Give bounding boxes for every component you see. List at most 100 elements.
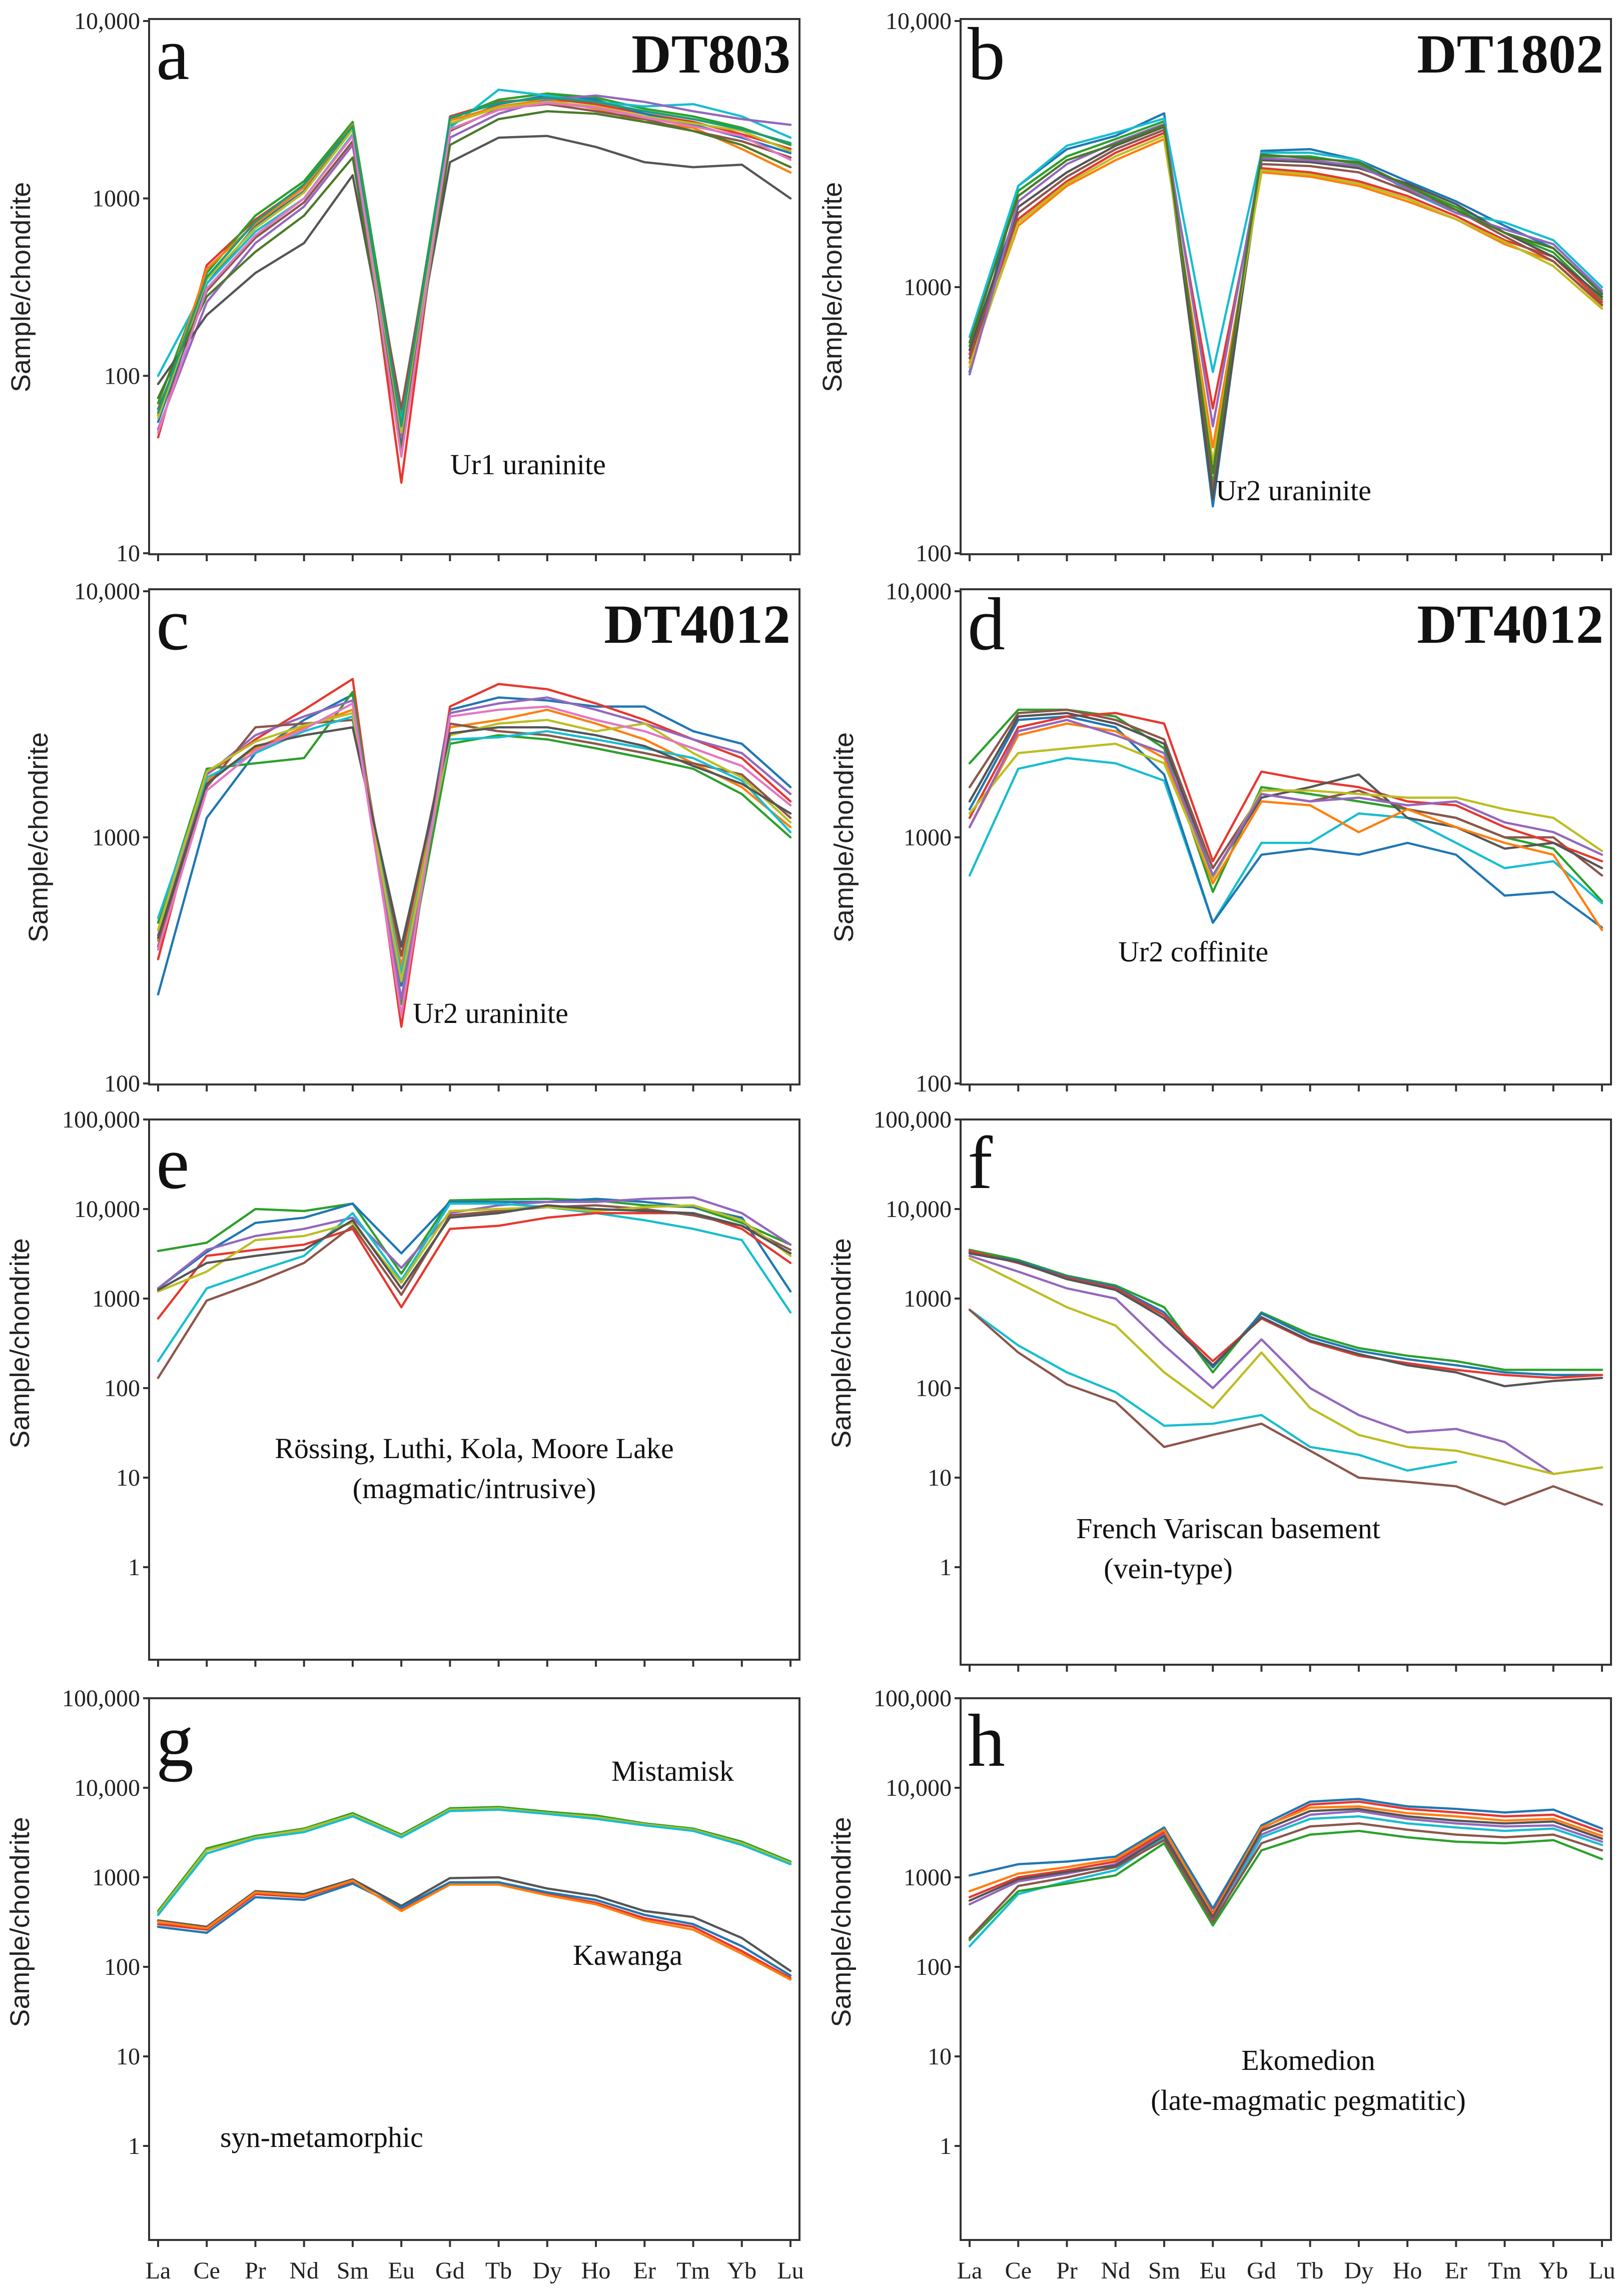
y-tick-label-e-3: 1000 bbox=[92, 1286, 140, 1312]
x-tick-label-h-7: Tb bbox=[1297, 2257, 1323, 2284]
chart-panel-a: 10 100 1000 10,000 Sample/chondrite a DT803 Ur1… bbox=[6, 8, 800, 567]
panel-letter-d: d bbox=[968, 583, 1005, 666]
x-tick-label-g-13: Lu bbox=[777, 2257, 803, 2284]
x-tick-label-h-4: Sm bbox=[1148, 2257, 1180, 2284]
series-line-c-6 bbox=[157, 715, 792, 975]
x-tick-label-g-9: Ho bbox=[581, 2257, 611, 2284]
y-tick-label-f-2: 100 bbox=[916, 1375, 952, 1402]
plot-frame-h bbox=[960, 1697, 1612, 2241]
y-tick-label-a-3: 10,000 bbox=[74, 8, 140, 35]
y-tick-label-e-2: 100 bbox=[104, 1375, 140, 1402]
panel-letter-e: e bbox=[156, 1121, 190, 1205]
y-tick-label-b-2: 10,000 bbox=[886, 8, 952, 35]
annotation-c-0: Ur2 uraninite bbox=[413, 997, 568, 1029]
panel-letter-b: b bbox=[968, 13, 1005, 96]
x-tick-label-g-11: Tm bbox=[676, 2257, 710, 2284]
series-line-c-9 bbox=[157, 702, 792, 1016]
series-line-f-0 bbox=[968, 1249, 1603, 1374]
series-line-f-2 bbox=[968, 1250, 1603, 1379]
annotation-h-0: Ekomedion bbox=[1241, 2044, 1375, 2076]
x-tick-label-h-0: La bbox=[957, 2257, 983, 2284]
y-tick-label-h-4: 10,000 bbox=[886, 1775, 952, 1801]
y-tick-label-c-1: 1000 bbox=[92, 824, 140, 851]
x-tick-label-g-4: Sm bbox=[337, 2257, 369, 2284]
series-line-h-7 bbox=[968, 1808, 1603, 1918]
y-axis-title-c: Sample/chondrite bbox=[24, 732, 54, 942]
series-line-c-4 bbox=[157, 696, 792, 1000]
series-line-a-1 bbox=[157, 94, 792, 448]
y-tick-label-d-1: 1000 bbox=[904, 824, 952, 851]
x-tick-label-g-5: Eu bbox=[388, 2257, 414, 2284]
series-line-g-3 bbox=[157, 1876, 792, 1972]
x-tick-label-g-3: Nd bbox=[289, 2257, 319, 2284]
y-axis-title-f: Sample/chondrite bbox=[827, 1238, 857, 1448]
x-tick-label-g-6: Gd bbox=[435, 2257, 465, 2284]
x-tick-label-h-8: Dy bbox=[1344, 2257, 1374, 2284]
chart-panel-c: 100 1000 10,000 Sample/chondrite c DT4012 Ur2 … bbox=[24, 578, 800, 1097]
annotation-h-1: (late-magmatic pegmatitic) bbox=[1151, 2084, 1466, 2116]
x-tick-label-h-11: Tm bbox=[1488, 2257, 1521, 2284]
y-tick-label-g-5: 100,000 bbox=[62, 1685, 140, 1712]
annotation-e-0: Rössing, Luthi, Kola, Moore Lake bbox=[275, 1432, 673, 1465]
series-line-d-7 bbox=[968, 742, 1603, 880]
series-line-a-11 bbox=[157, 96, 792, 428]
x-tick-label-g-10: Er bbox=[633, 2257, 656, 2284]
chart-panel-g: 1 10 100 1000 10,000 100,000 La Ce Pr Nd Sm Eu Gd Tb D… bbox=[5, 1685, 804, 2284]
series-line-h-4 bbox=[968, 1815, 1603, 1947]
series-line-h-0 bbox=[968, 1798, 1603, 1910]
x-tick-label-h-10: Er bbox=[1445, 2257, 1467, 2284]
series-line-b-3 bbox=[968, 138, 1603, 449]
y-tick-label-d-2: 10,000 bbox=[886, 578, 952, 605]
series-line-a-10 bbox=[157, 102, 792, 458]
y-tick-label-e-4: 10,000 bbox=[74, 1196, 140, 1223]
x-tick-label-g-2: Pr bbox=[245, 2257, 266, 2284]
x-tick-label-h-1: Ce bbox=[1005, 2257, 1032, 2284]
y-tick-label-e-1: 10 bbox=[116, 1465, 140, 1491]
panel-title-c: DT4012 bbox=[604, 594, 790, 655]
x-tick-label-h-9: Ho bbox=[1393, 2257, 1422, 2284]
y-tick-label-f-4: 10,000 bbox=[886, 1196, 952, 1223]
y-axis-title-e: Sample/chondrite bbox=[5, 1238, 35, 1448]
series-line-f-5 bbox=[968, 1257, 1603, 1475]
series-line-a-5 bbox=[157, 94, 792, 439]
series-line-e-7 bbox=[157, 1204, 792, 1291]
panel-letter-f: f bbox=[968, 1121, 993, 1205]
y-tick-label-f-3: 1000 bbox=[904, 1286, 952, 1312]
y-tick-label-h-0: 1 bbox=[940, 2133, 952, 2159]
y-tick-label-e-0: 1 bbox=[128, 1554, 140, 1581]
y-tick-label-g-4: 10,000 bbox=[74, 1775, 140, 1801]
series-line-b-5 bbox=[968, 129, 1603, 493]
y-axis-title-b: Sample/chondrite bbox=[818, 182, 848, 392]
x-tick-label-h-6: Gd bbox=[1247, 2257, 1276, 2284]
x-tick-label-h-3: Nd bbox=[1101, 2257, 1130, 2284]
annotation-b-0: Ur2 uraninite bbox=[1216, 474, 1371, 507]
plot-frame-a bbox=[148, 18, 800, 555]
series-line-d-5 bbox=[968, 712, 1603, 877]
chart-panel-h: 1 10 100 1000 10,000 100,000 La Ce Pr Nd Sm Eu Gd Tb D… bbox=[827, 1685, 1615, 2284]
y-tick-label-a-0: 10 bbox=[116, 540, 140, 567]
chart-panel-f: 1 10 100 1000 10,000 100,000 Sample/chondrite f… bbox=[827, 1106, 1612, 1672]
series-line-b-4 bbox=[968, 132, 1603, 410]
series-line-f-4 bbox=[968, 1255, 1555, 1475]
y-tick-label-f-1: 10 bbox=[928, 1465, 952, 1491]
x-tick-label-g-1: Ce bbox=[194, 2257, 220, 2284]
y-tick-label-e-5: 100,000 bbox=[62, 1106, 140, 1133]
series-line-f-3 bbox=[968, 1252, 1603, 1388]
series-line-f-7 bbox=[968, 1309, 1603, 1506]
series-line-b-8 bbox=[968, 123, 1603, 428]
series-line-g-6 bbox=[157, 1879, 792, 1981]
x-tick-label-h-12: Yb bbox=[1538, 2257, 1568, 2284]
y-tick-label-h-1: 10 bbox=[928, 2043, 952, 2070]
y-tick-label-h-5: 100,000 bbox=[874, 1685, 952, 1712]
y-tick-label-d-0: 100 bbox=[916, 1070, 952, 1097]
y-tick-label-c-0: 100 bbox=[104, 1070, 140, 1097]
x-tick-label-g-12: Yb bbox=[727, 2257, 756, 2284]
x-tick-label-h-2: Pr bbox=[1056, 2257, 1078, 2284]
series-line-a-7 bbox=[157, 135, 792, 431]
series-line-h-6 bbox=[968, 1822, 1603, 1939]
series-line-g-5 bbox=[157, 1881, 792, 1977]
y-tick-label-c-2: 10,000 bbox=[74, 578, 140, 605]
annotation-g-0: Mistamisk bbox=[611, 1755, 734, 1787]
y-tick-label-h-2: 100 bbox=[916, 1954, 952, 1980]
y-axis-title-g: Sample/chondrite bbox=[5, 1817, 35, 2027]
